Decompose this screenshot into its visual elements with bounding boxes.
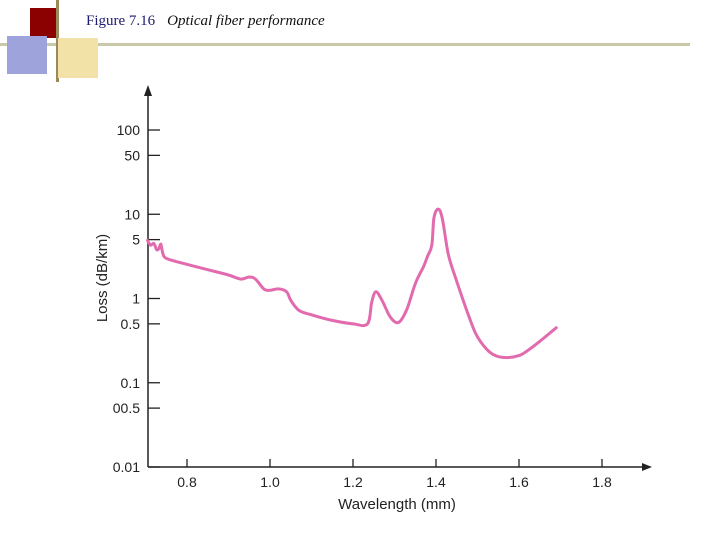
figure-label: Figure 7.16	[86, 13, 156, 29]
decorative-rule-vertical	[56, 0, 59, 82]
y-tick-label: 1	[132, 291, 140, 307]
x-tick-label: 1.6	[509, 474, 529, 490]
y-axis-arrowhead	[144, 85, 152, 96]
decorative-square-red	[30, 8, 56, 38]
chart-axes	[144, 85, 652, 471]
y-tick-label: 10	[124, 206, 140, 222]
y-tick-label: 0.01	[113, 459, 140, 475]
decorative-square-cream	[58, 38, 98, 78]
decorative-square-blue	[7, 36, 47, 74]
y-tick-label: 0.5	[121, 316, 141, 332]
figure-caption: Optical fiber performance	[167, 13, 325, 29]
figure-title: Figure 7.16 Optical fiber performance	[86, 13, 325, 30]
y-tick-label: 50	[124, 147, 140, 163]
y-tick-label: 5	[132, 232, 140, 248]
x-tick-label: 1.2	[343, 474, 363, 490]
y-axis-label: Loss (dB/km)	[94, 234, 111, 322]
decorative-rule-horizontal	[0, 43, 690, 46]
x-axis-ticks: 0.8 1.0 1.2 1.4 1.6 1.8	[177, 459, 612, 490]
y-tick-label: 0.1	[121, 375, 141, 391]
x-axis-arrowhead	[642, 463, 652, 471]
x-tick-label: 1.4	[426, 474, 446, 490]
x-tick-label: 1.0	[260, 474, 280, 490]
x-axis-label: Wavelength (mm)	[338, 496, 456, 513]
x-tick-label: 0.8	[177, 474, 197, 490]
loss-curve	[146, 207, 558, 360]
y-tick-label: 100	[117, 122, 141, 138]
y-axis-ticks: 100 50 10 5 1 0.5 0.1 00.5 0.01	[113, 122, 160, 475]
y-tick-label: 00.5	[113, 400, 140, 416]
x-tick-label: 1.8	[592, 474, 612, 490]
